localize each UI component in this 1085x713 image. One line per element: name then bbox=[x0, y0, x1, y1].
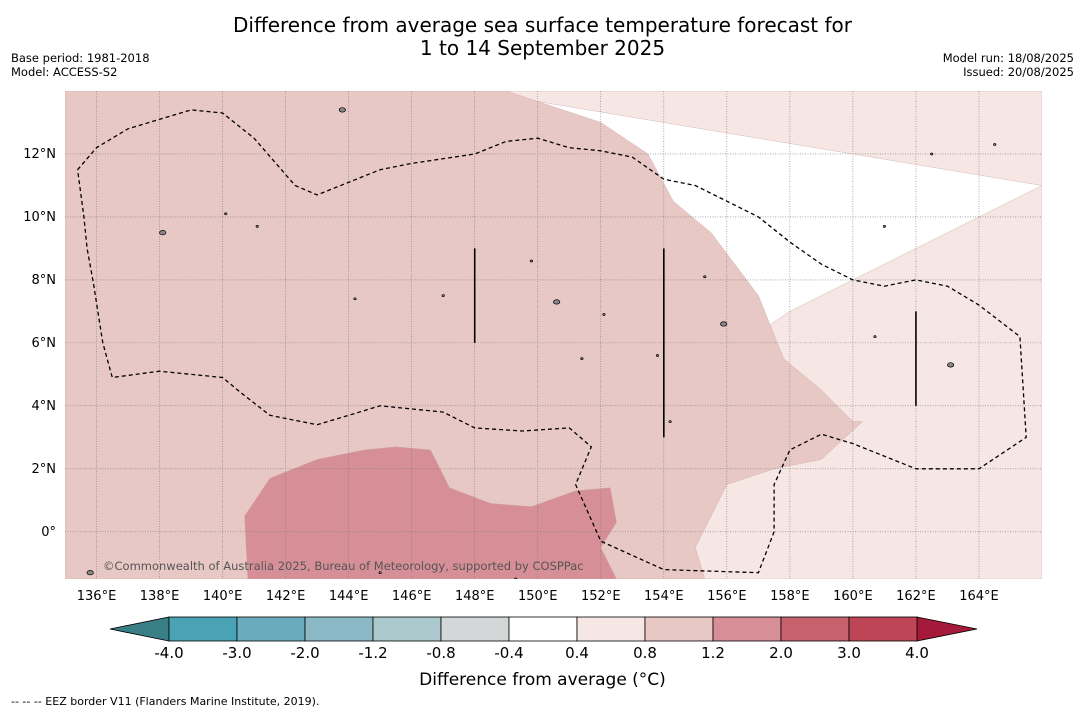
island-13 bbox=[602, 313, 606, 316]
latitude-tick-labels: 0° 2°N 4°N 6°N 8°N 10°N 12°N bbox=[23, 147, 56, 540]
base-info: Base period: 1981-2018 Model: ACCESS-S2 bbox=[11, 51, 150, 79]
colorbar-under-extension bbox=[109, 616, 170, 642]
colorbar-tick-label: 4.0 bbox=[905, 644, 929, 662]
colorbar-segment-4 bbox=[440, 616, 510, 642]
anomaly-region-1 bbox=[65, 91, 863, 579]
island-12 bbox=[993, 143, 997, 146]
island-18 bbox=[882, 225, 886, 228]
longitude-tick-label: 140°E bbox=[203, 589, 243, 604]
latitude-tick-label: 4°N bbox=[32, 399, 57, 414]
island-6 bbox=[224, 212, 228, 216]
island-15 bbox=[529, 259, 533, 263]
colorbar-segment-1 bbox=[236, 616, 306, 642]
colorbar-tick-label: 1.2 bbox=[701, 644, 725, 662]
island-8 bbox=[703, 275, 707, 279]
island-4 bbox=[947, 362, 955, 368]
longitude-tick-label: 138°E bbox=[140, 589, 180, 604]
anomaly-regions bbox=[65, 91, 1042, 579]
colorbar-tick-label: -3.0 bbox=[222, 644, 251, 662]
colorbar-tick-label: 2.0 bbox=[769, 644, 793, 662]
island-7 bbox=[255, 225, 259, 228]
colorbar-title: Difference from average (°C) bbox=[419, 670, 666, 690]
colorbar-segment-2 bbox=[304, 616, 374, 642]
colorbar: -4.0 -3.0 -2.0 -1.2 -0.8 -0.4 0.4 0.8 1.2 2.0 3.0 4… bbox=[109, 616, 978, 662]
longitude-tick-label: 162°E bbox=[896, 589, 936, 604]
island-2 bbox=[553, 299, 561, 305]
island-14 bbox=[441, 294, 445, 297]
eez-boundaries bbox=[76, 109, 1027, 574]
colorbar-tick-label: 0.8 bbox=[633, 644, 657, 662]
island-0 bbox=[338, 107, 346, 113]
map-title-line2: 1 to 14 September 2025 bbox=[419, 36, 666, 60]
base-period-text: Base period: 1981-2018 bbox=[11, 51, 150, 65]
model-run-text: Model run: 18/08/2025 bbox=[942, 51, 1074, 65]
map-title-line1: Difference from average sea surface temp… bbox=[232, 13, 852, 37]
longitude-tick-label: 144°E bbox=[329, 589, 369, 604]
longitude-tick-label: 164°E bbox=[959, 589, 999, 604]
latitude-tick-label: 0° bbox=[41, 525, 56, 540]
colorbar-segment-5 bbox=[508, 616, 578, 642]
colorbar-tick-label: -0.8 bbox=[426, 644, 455, 662]
copyright-credit: ©Commonwealth of Australia 2025, Bureau … bbox=[103, 559, 584, 573]
vertical-markers bbox=[473, 248, 917, 438]
colorbar-tick-label: -4.0 bbox=[154, 644, 183, 662]
island-9 bbox=[353, 297, 357, 301]
colorbar-tick-label: 0.4 bbox=[565, 644, 589, 662]
colorbar-segment-9 bbox=[780, 616, 850, 642]
latitude-tick-label: 6°N bbox=[32, 336, 57, 351]
longitude-tick-label: 160°E bbox=[833, 589, 873, 604]
model-text: Model: ACCESS-S2 bbox=[11, 65, 118, 79]
latitude-tick-label: 10°N bbox=[23, 210, 56, 225]
island-20 bbox=[378, 571, 382, 575]
colorbar-segment-10 bbox=[848, 616, 918, 642]
latitude-tick-label: 8°N bbox=[32, 273, 57, 288]
longitude-tick-labels: 136°E 138°E 140°E 142°E 144°E 146°E 148°E 150°E… bbox=[77, 589, 999, 604]
colorbar-segment-7 bbox=[644, 616, 714, 642]
island-3 bbox=[720, 321, 728, 327]
longitude-tick-label: 152°E bbox=[581, 589, 621, 604]
island-5 bbox=[86, 570, 94, 576]
colorbar-segment-3 bbox=[372, 616, 442, 642]
colorbar-tick-label: -0.4 bbox=[494, 644, 523, 662]
island-1 bbox=[159, 230, 167, 236]
islands bbox=[86, 107, 997, 579]
colorbar-tick-label: -2.0 bbox=[290, 644, 319, 662]
longitude-tick-label: 156°E bbox=[707, 589, 747, 604]
map-plot-area bbox=[65, 91, 1042, 579]
colorbar-over-extension bbox=[916, 616, 978, 642]
longitude-tick-label: 142°E bbox=[266, 589, 306, 604]
footer-note: -- -- -- EEZ border V11 (Flanders Marine… bbox=[11, 695, 320, 708]
island-21 bbox=[514, 577, 518, 579]
latitude-tick-label: 2°N bbox=[32, 462, 57, 477]
longitude-tick-label: 146°E bbox=[392, 589, 432, 604]
island-16 bbox=[668, 420, 672, 423]
island-10 bbox=[655, 354, 660, 357]
colorbar-tick-label: 3.0 bbox=[837, 644, 861, 662]
eez-boundary-0 bbox=[76, 109, 1027, 574]
issued-text: Issued: 20/08/2025 bbox=[963, 65, 1074, 79]
longitude-tick-label: 136°E bbox=[77, 589, 117, 604]
map-gridlines bbox=[65, 91, 1042, 579]
run-info: Model run: 18/08/2025 Issued: 20/08/2025 bbox=[943, 51, 1074, 79]
longitude-tick-label: 154°E bbox=[644, 589, 684, 604]
island-11 bbox=[930, 152, 934, 156]
longitude-tick-label: 148°E bbox=[455, 589, 495, 604]
colorbar-segment-0 bbox=[168, 616, 238, 642]
map-title: Difference from average sea surface temp… bbox=[0, 14, 1085, 60]
colorbar-tick-label: -1.2 bbox=[358, 644, 387, 662]
longitude-tick-label: 158°E bbox=[770, 589, 810, 604]
island-19 bbox=[580, 357, 584, 360]
colorbar-segment-6 bbox=[576, 616, 646, 642]
colorbar-segment-8 bbox=[712, 616, 782, 642]
island-17 bbox=[873, 335, 877, 338]
longitude-tick-label: 150°E bbox=[518, 589, 558, 604]
latitude-tick-label: 12°N bbox=[23, 147, 56, 162]
